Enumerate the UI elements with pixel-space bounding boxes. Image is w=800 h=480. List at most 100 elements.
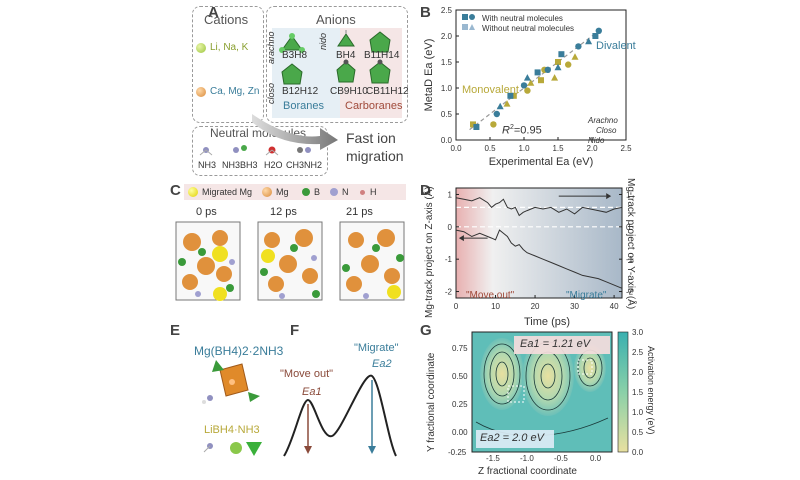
g-ytick-2: 0.25 [452,400,468,409]
arrow-left-head-icon [458,235,464,242]
time-0ps: 0 ps [196,206,217,218]
f-ea1-label: Ea1 [302,386,322,398]
g-xtick-0: -1.5 [486,454,500,463]
e-formula1: Mg(BH4)2·2NH3 [194,344,284,358]
e-formula2: LiBH4·NH3 [204,424,260,436]
cb11h12-text: CB11H12 [366,86,409,97]
ea1-box [514,336,610,354]
data-point [520,82,528,89]
r2-label: R2=0.95 [502,124,542,137]
data-point [503,100,511,107]
h2o-text: H2O [264,160,283,170]
cb9h10-text: CB9H10 [330,86,368,97]
g-ytick-4: -0.25 [448,448,467,457]
data-point [496,102,504,110]
legend-nido: Nido [588,136,605,145]
y-tick-label-right: 1 [626,190,631,199]
cation1-text: Li, Na, K [210,42,249,53]
data-point [595,27,602,34]
cation1-sphere [196,43,206,53]
data-point [571,53,579,60]
cb9h10-molecule-icon [336,59,356,83]
snapshot-12ps [257,221,323,301]
g-cbtick-5: 0.5 [632,428,644,437]
d-ylabel-left: Mg-track project on Z-axis (Å) [424,186,435,318]
nh3bh3-text: NH3BH3 [222,160,258,170]
legend-marker-without-2 [469,24,475,30]
g-cbtick-0: 3.0 [632,328,644,337]
panel-label-g: G [420,322,432,339]
x-tick-label: 1.0 [518,144,530,153]
data-point [551,74,559,81]
neutral-molecule-icons [199,145,311,156]
data-point [565,61,572,68]
y-axis-label: MetaD Ea (eV) [423,39,435,112]
energy-profile [283,374,397,457]
bh4-text: BH4 [336,50,356,61]
legend-arachno: Arachno [588,116,618,125]
panel-label-b: B [420,4,431,21]
b12h12-text: B12H12 [282,86,319,97]
g-cbtick-1: 2.5 [632,348,644,357]
mgbh4-nh3-complex-icon [202,360,260,404]
g-xtick-1: -1.0 [520,454,534,463]
legend-migrated-mg: Migrated Mg [202,187,253,197]
x-tick-label: 1.5 [552,144,564,153]
y-tick-label-left: -2 [445,288,453,297]
panel-label-c: C [170,182,181,199]
snapshot-21ps [339,221,405,301]
legend-marker-without [462,24,468,30]
e-structures [202,360,262,456]
legend-without-neutral: Without neutral molecules [482,24,575,33]
data-point [470,121,476,128]
legend-h: H [370,187,377,197]
snapshot-0ps [175,221,241,301]
nh3-molecule-icon [199,147,213,156]
nh3-text: NH3 [198,160,217,170]
g-ea2-text: Ea2 = 2.0 eV [480,432,544,444]
nh3bh3-molecule-icon [233,145,247,153]
b3h8-molecule-icon [279,33,305,53]
x-tick-label: 10 [491,302,500,311]
g-cbtick-6: 0.0 [632,448,644,457]
data-point [534,69,541,76]
data-point [493,110,500,118]
anions-box [266,6,408,123]
data-point [558,51,565,58]
cation2-sphere [196,87,206,97]
plot-frame [455,9,627,141]
md-snapshots [175,221,405,301]
d-ylabel-right: Mg-track project on Y-axis (Å) [625,178,636,310]
g-ytick-3: 0.00 [452,428,468,437]
ea2-box [476,430,554,448]
y-tick-label: 0.0 [441,136,453,145]
x-tick-label: 2.0 [586,144,598,153]
panel-label-f: F [290,322,300,339]
g-xtick-3: 0.0 [590,454,602,463]
x-tick-label: 40 [610,302,619,311]
y-tick-label-right: 0 [626,223,631,232]
g-xtick-2: -0.5 [554,454,568,463]
y-tick-label: 2.0 [441,32,453,41]
y-tick-label-right: -2 [626,288,634,297]
panel-label-e: E [170,322,181,339]
g-cbtick-4: 1.0 [632,408,644,417]
b11h14-text: B11H14 [364,50,400,61]
series-line-1 [455,229,623,289]
y-tick-label: 0.5 [441,110,453,119]
chart-b-scatter: 0.0 0.5 1.0 1.5 2.0 2.5 0.0 0.5 1.0 1.5 2.0 2.5 Expe… [423,6,632,168]
time-21ps: 21 ps [346,206,373,218]
legend-b: B [314,187,321,197]
x-tick-label: 20 [531,302,540,311]
f-moveout-label: "Move out" [280,368,334,380]
b3h8-text: B3H8 [282,50,308,61]
data-point [554,63,562,71]
d-xlabel: Time (ps) [524,316,571,328]
r2-value: =0.95 [513,124,542,137]
bh4-molecule-icon [337,30,355,47]
legend-marker-with-2 [469,14,475,20]
anions-title: Anions [316,12,356,27]
data-point [575,43,582,50]
data-point [473,124,480,130]
